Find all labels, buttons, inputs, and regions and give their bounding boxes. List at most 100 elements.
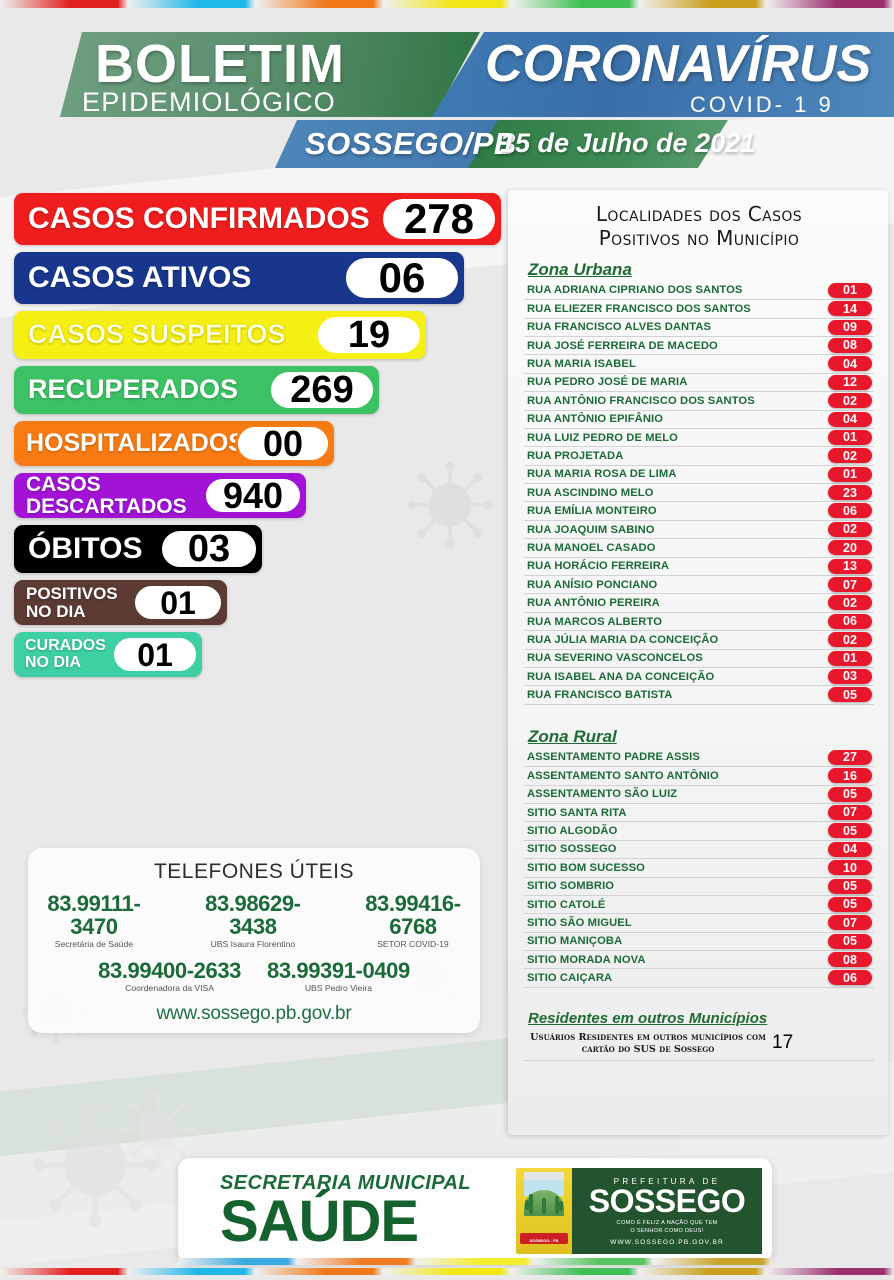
locality-name: RUA PROJETADA <box>527 449 624 462</box>
locality-count-badge: 23 <box>828 485 872 501</box>
stat-label: HOSPITALIZADOS <box>26 428 245 457</box>
locality-name: RUA ELIEZER FRANCISCO DOS SANTOS <box>527 302 751 315</box>
stat-value: 278 <box>380 196 498 242</box>
phone-number[interactable]: 83.99391-0409 <box>267 958 410 984</box>
locality-count-badge: 27 <box>828 749 872 765</box>
locality-row: RUA ANTÔNIO EPIFÂNIO 04 <box>524 411 874 429</box>
locality-count-badge: 05 <box>828 933 872 949</box>
locality-row: SITIO SANTA RITA 07 <box>524 804 874 823</box>
locality-name: RUA ANTÔNIO FRANCISCO DOS SANTOS <box>527 394 755 407</box>
coronavirus-title: CORONAVÍRUS <box>485 35 872 93</box>
locality-name: SITIO ALGODÃO <box>527 825 618 838</box>
color-strip-segment <box>127 1268 256 1275</box>
locality-count-badge: 01 <box>828 282 872 298</box>
locality-name: RUA HORÁCIO FERREIRA <box>527 560 670 573</box>
covid-label: COVID- 1 9 <box>690 92 834 117</box>
color-strip-segment <box>534 1258 654 1265</box>
stat-value: 01 <box>132 583 224 622</box>
footer-color-strip <box>178 1258 772 1265</box>
phones-row-1: 83.99111-3470 Secretária de Saúde 83.98629… <box>28 892 480 949</box>
locality-name: ASSENTAMENTO PADRE ASSIS <box>527 751 700 764</box>
localities-card: Localidades dos Casos Positivos no Munic… <box>508 190 888 1135</box>
locality-count-badge: 01 <box>828 650 872 666</box>
stat-label: RECUPERADOS <box>28 374 239 405</box>
phone-entry[interactable]: 83.99400-2633 Coordenadora da VISA <box>98 959 241 993</box>
zona-urbana-heading: Zona Urbana <box>528 259 632 279</box>
stat-label: POSITIVOS NO DIA <box>26 584 118 621</box>
stat-label: CURADOS NO DIA <box>25 637 106 671</box>
color-strip-segment <box>383 0 511 8</box>
phone-entry[interactable]: 83.99416-6768 SETOR COVID-19 <box>346 892 480 949</box>
locality-name: RUA JOSÉ FERREIRA DE MACEDO <box>527 339 718 352</box>
locality-name: RUA MARCOS ALBERTO <box>527 615 663 628</box>
locality-row: RUA JOAQUIM SABINO 02 <box>524 521 874 540</box>
locality-count-badge: 06 <box>828 970 872 986</box>
phone-number[interactable]: 83.99111-3470 <box>47 891 141 940</box>
locality-row: ASSENTAMENTO SÃO LUIZ 05 <box>524 786 874 804</box>
locality-row: SITIO CAIÇARA 06 <box>524 969 874 988</box>
locality-name: RUA PEDRO JOSÉ DE MARIA <box>527 376 688 389</box>
locality-count-badge: 07 <box>828 804 872 820</box>
phone-number[interactable]: 83.99400-2633 <box>98 958 241 984</box>
website-link[interactable]: www.sossego.pb.gov.br <box>156 1003 352 1025</box>
locality-count-badge: 05 <box>828 896 872 912</box>
locality-row: RUA LUIZ PEDRO DE MELO 01 <box>524 429 874 448</box>
locality-count-badge: 06 <box>828 503 872 519</box>
bulletin-title: BOLETIM <box>95 34 345 94</box>
locality-name: RUA FRANCISCO ALVES DANTAS <box>527 321 712 334</box>
bottom-color-strip <box>0 1268 894 1275</box>
locality-count-badge: 10 <box>828 860 872 876</box>
locality-row: RUA MANOEL CASADO 20 <box>524 539 874 558</box>
prefeitura-label: PREFEITURA DE <box>613 1176 721 1186</box>
locality-row: RUA ISABEL ANA DA CONCEIÇÃO 03 <box>524 668 874 687</box>
locality-row: SITIO SOMBRIO 05 <box>524 878 874 896</box>
outros-municipios-list: Usuários Residentes em outros municípios… <box>524 1029 874 1061</box>
stat-label: CASOS SUSPEITOS <box>28 319 286 350</box>
locality-count-badge: 02 <box>828 632 872 648</box>
top-color-strip <box>0 0 894 8</box>
stat-value: 06 <box>343 255 461 301</box>
phone-number[interactable]: 83.98629-3438 <box>205 891 301 940</box>
stat-label: CASOS CONFIRMADOS <box>28 201 370 235</box>
locality-row: RUA ANTÔNIO PEREIRA 02 <box>524 594 874 613</box>
locality-count-badge: 04 <box>828 841 872 857</box>
locality-count-badge: 03 <box>828 668 872 684</box>
phone-entry[interactable]: 83.99111-3470 Secretária de Saúde <box>28 892 160 949</box>
locality-name: RUA EMÍLIA MONTEIRO <box>527 505 657 518</box>
locality-count-badge: 05 <box>828 687 872 703</box>
header-banner: BOLETIM EPIDEMIOLÓGICO CORONAVÍRUS COVID… <box>0 32 894 167</box>
locality-row: RUA FRANCISCO ALVES DANTAS 09 <box>524 319 874 337</box>
phone-entry[interactable]: 83.99391-0409 UBS Pedro Vieira <box>267 959 410 993</box>
locality-row: SITIO SOSSEGO 04 <box>524 841 874 860</box>
stat-value: 940 <box>203 476 303 515</box>
phone-description: UBS Pedro Vieira <box>304 983 373 994</box>
locality-name: RUA SEVERINO VASCONCELOS <box>527 652 703 665</box>
other-municipality-count-badge: 17 <box>772 1032 794 1054</box>
virus-watermark-icon <box>119 1091 197 1169</box>
color-strip-segment <box>178 1258 297 1265</box>
color-strip-segment <box>510 1268 639 1275</box>
locality-name: RUA MARIA ISABEL <box>527 358 636 371</box>
prefeitura-name: SOSSEGO <box>588 1182 746 1219</box>
coat-of-arms-icon: SOSSEGO - PB <box>516 1167 572 1254</box>
prefeitura-block: PREFEITURA DE SOSSEGO COMO É FELIZ A NAÇ… <box>572 1167 762 1254</box>
locality-count-badge: 13 <box>828 558 872 574</box>
locality-count-badge: 04 <box>828 411 872 427</box>
locality-row: RUA PROJETADA 02 <box>524 447 874 466</box>
date-label: 15 de Julho de 2021 <box>500 128 756 158</box>
phone-entry[interactable]: 83.98629-3438 UBS Isaura Florentino <box>186 892 320 949</box>
locality-row: ASSENTAMENTO PADRE ASSIS 27 <box>524 749 874 768</box>
stat-value: 03 <box>159 528 259 570</box>
phone-description: UBS Isaura Florentino <box>210 939 296 950</box>
locality-row: RUA ASCINDINO MELO 23 <box>524 484 874 503</box>
secretaria-logo: SECRETARIA MUNICIPAL SAÚDE <box>178 1172 516 1251</box>
city-label: SOSSEGO/PB <box>305 126 517 161</box>
locality-name: RUA ANTÔNIO PEREIRA <box>527 597 660 610</box>
phone-description: Coordenadora da VISA <box>125 983 215 994</box>
localities-title: Localidades dos Casos Positivos no Munic… <box>595 202 803 251</box>
prefeitura-logo: SOSSEGO - PB PREFEITURA DE SOSSEGO COMO … <box>516 1167 762 1254</box>
virus-watermark-icon <box>32 1102 158 1228</box>
phone-number[interactable]: 83.99416-6768 <box>365 891 461 940</box>
stat-label: ÓBITOS <box>28 531 143 565</box>
useful-phones-card: TELEFONES ÚTEIS 83.99111-3470 Secretária … <box>28 848 480 1033</box>
